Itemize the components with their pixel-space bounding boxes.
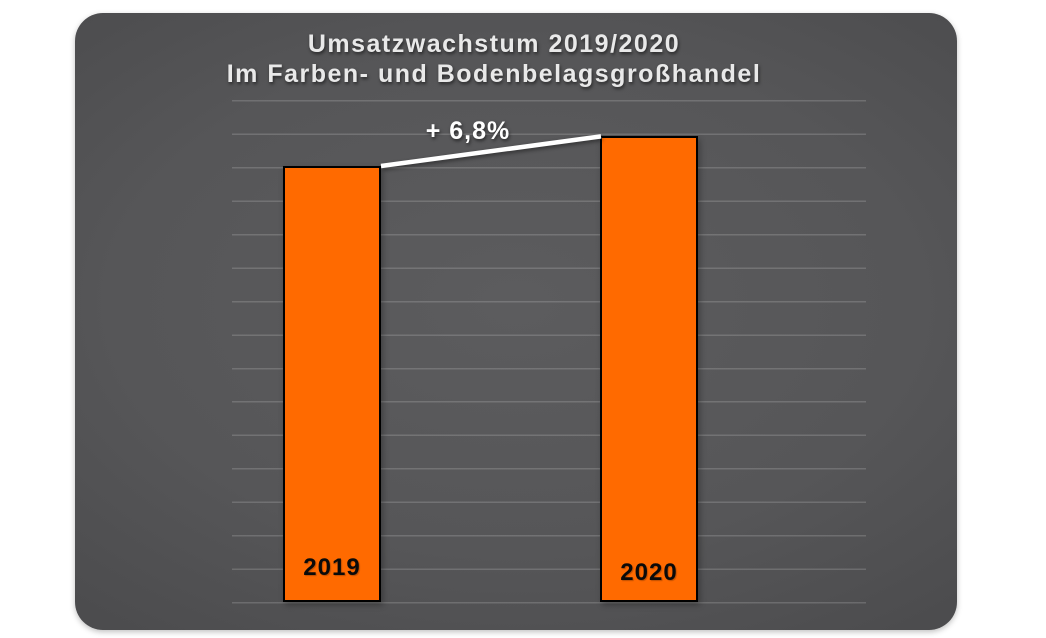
bar-2020: 2020 xyxy=(600,136,698,602)
chart-title: Umsatzwachstum 2019/2020 Im Farben- und … xyxy=(75,29,913,89)
growth-label: + 6,8% xyxy=(425,117,511,145)
bar-2019: 2019 xyxy=(283,166,381,602)
bar-label-2020: 2020 xyxy=(620,559,678,586)
chart-panel: Umsatzwachstum 2019/2020 Im Farben- und … xyxy=(75,13,957,630)
chart-title-line1: Umsatzwachstum 2019/2020 xyxy=(307,30,681,58)
bar-label-2019: 2019 xyxy=(303,554,361,581)
plot-area: 2019 2020 + 6,8% xyxy=(232,100,866,604)
chart-title-line2: Im Farben- und Bodenbelagsgroßhandel xyxy=(226,60,762,88)
